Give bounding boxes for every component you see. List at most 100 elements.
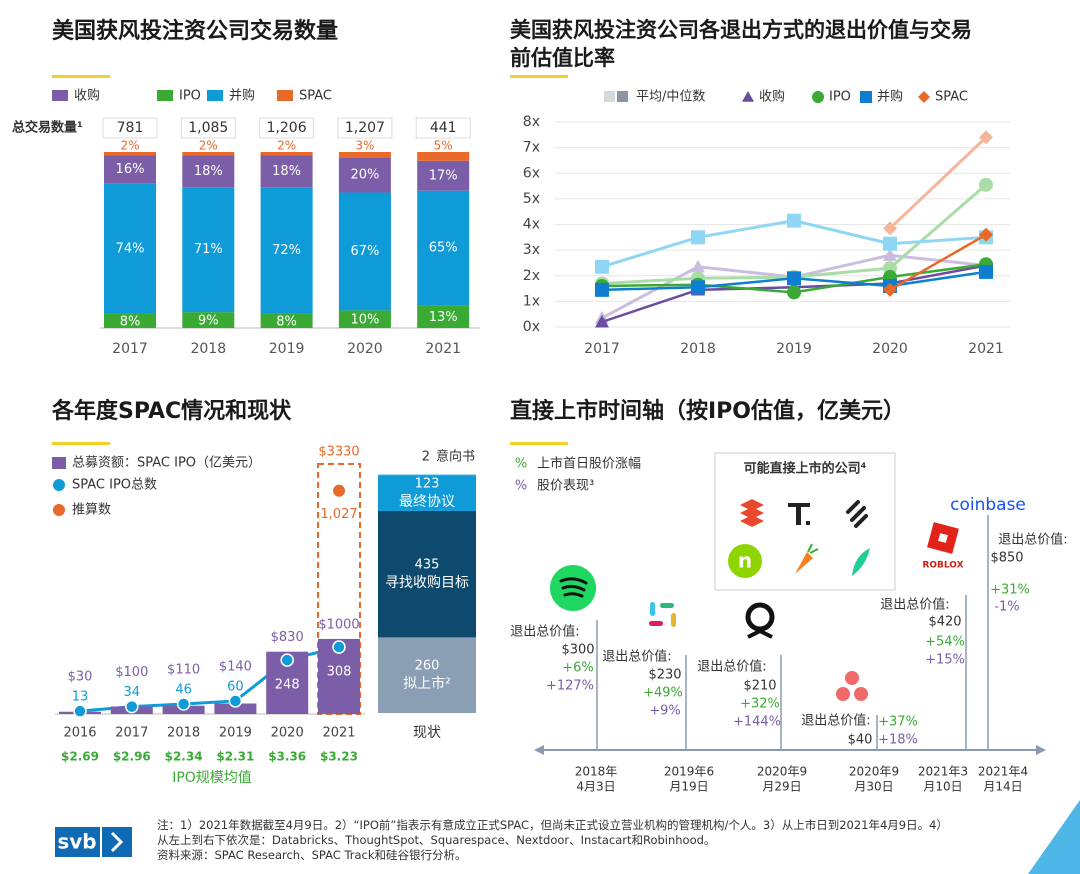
x-tick-label: 2021 (425, 341, 461, 357)
status-value: 2 (422, 450, 430, 465)
candidate-title: 可能直接上市的公司⁴ (744, 461, 867, 477)
value-label: 74% (116, 241, 145, 256)
bar-segment (260, 152, 313, 156)
bar-segment (338, 152, 391, 158)
value-label: 71% (194, 242, 223, 257)
first-day: +37% (878, 715, 918, 730)
marker (691, 259, 705, 273)
avg-size-label: $2.96 (113, 750, 151, 764)
status-segment (378, 510, 476, 638)
event-date: 2018年 (575, 765, 618, 779)
value-label: 67% (350, 244, 379, 259)
bar-segment (104, 155, 156, 184)
avg-size-title: IPO规模均值 (172, 770, 252, 786)
count-label: 13 (72, 690, 89, 705)
bar-segment (338, 310, 391, 328)
value-label: 9% (198, 314, 219, 329)
svg-text:n: n (738, 549, 752, 573)
count-dot (332, 640, 346, 654)
value-label: 3% (355, 139, 374, 153)
marker (883, 221, 897, 236)
y-tick-label: 6x (523, 165, 540, 181)
bar-label: $830 (271, 630, 304, 645)
x-tick-label: 2020 (271, 726, 304, 741)
total-label: 1,207 (345, 120, 385, 136)
avg-size-label: $3.36 (268, 750, 306, 764)
total-box (259, 117, 315, 139)
event-label: 退出总价值: (697, 659, 766, 675)
totals-label: 总交易数量¹ (12, 120, 83, 136)
legend-label: 收购 (74, 88, 100, 104)
event-label: 退出总价值: (998, 532, 1067, 548)
status-name: 拟上市² (403, 675, 451, 692)
bar-segment (260, 313, 313, 328)
status-name: 寻找收购目标 (385, 575, 469, 591)
y-tick-label: 4x (523, 217, 540, 233)
avg-size-label: $3.23 (320, 750, 358, 764)
bar-segment (260, 187, 313, 314)
x-tick-label: 2017 (112, 341, 148, 357)
source: 资料来源：SPAC Research、SPAC Track和硅谷银行分析。 (157, 848, 467, 862)
x-tick-label: 2018 (680, 341, 716, 357)
chevron (110, 831, 124, 853)
value-label: 13% (429, 310, 458, 325)
legend-swatch (277, 90, 293, 101)
marker (595, 259, 609, 274)
decor: n (52, 75, 1080, 874)
chart-title: 美国获风投注资公司各退出方式的退出价值与交易前估值比率 (510, 18, 972, 70)
legend-label: 股价表现³ (537, 479, 594, 494)
event-date: 月29日 (762, 780, 801, 794)
total-label: 1,206 (267, 120, 307, 136)
total-box (415, 117, 471, 139)
bar-segment (417, 190, 470, 306)
event-date: 月14日 (983, 780, 1022, 794)
value-label: 16% (116, 162, 145, 177)
marker (860, 91, 872, 103)
brand-box (55, 827, 100, 857)
total-label: 1,085 (188, 120, 228, 136)
count-dot (280, 653, 294, 667)
legend-swatch (52, 457, 66, 469)
value-label: 5% (434, 139, 453, 153)
count-label: 308 (327, 665, 352, 680)
legend-swatch (52, 90, 68, 101)
title-rule (52, 75, 110, 78)
bar-segment (417, 305, 470, 328)
first-day: +6% (562, 661, 594, 676)
y-tick-label: 5x (523, 191, 540, 207)
marker (883, 236, 897, 251)
performance: +15% (925, 653, 965, 668)
event-date: 2021年3 (918, 765, 968, 779)
value-label: 8% (120, 314, 141, 329)
event-value: $40 (848, 733, 873, 748)
chart-title: 各年度SPAC情况和现状 (52, 399, 292, 424)
value-label: 18% (194, 164, 223, 179)
event-date: 月30日 (854, 780, 893, 794)
bar-label: $1000 (318, 617, 359, 632)
estimate-dot (333, 484, 345, 497)
count-dot (73, 704, 87, 718)
performance: -1% (994, 600, 1019, 615)
x-tick-label: 2020 (872, 341, 908, 357)
marker (812, 91, 824, 103)
value-label: 10% (350, 313, 379, 328)
count-label: 248 (275, 678, 300, 693)
x-tick-label: 2018 (190, 341, 226, 357)
title-rule (510, 75, 568, 78)
note: 注：1）2021年数据截至4月9日。2）“IPO前”指表示有意成立正式SPAC，… (157, 818, 948, 847)
chart-title: 美国获风投注资公司交易数量 (52, 19, 339, 44)
count-dot (125, 699, 139, 714)
series-line (889, 233, 987, 291)
brand: svb (57, 830, 96, 854)
event-value: $210 (743, 679, 776, 694)
first-day: +31% (990, 583, 1030, 598)
performance: +18% (878, 733, 918, 748)
y-tick-label: 1x (523, 293, 540, 309)
legend-label: 收购 (759, 89, 785, 105)
first-day: +49% (643, 686, 683, 701)
arrow (1036, 745, 1046, 755)
title-rule (510, 442, 568, 445)
bar-segment (182, 187, 235, 313)
event-label: 退出总价值: (880, 597, 949, 613)
